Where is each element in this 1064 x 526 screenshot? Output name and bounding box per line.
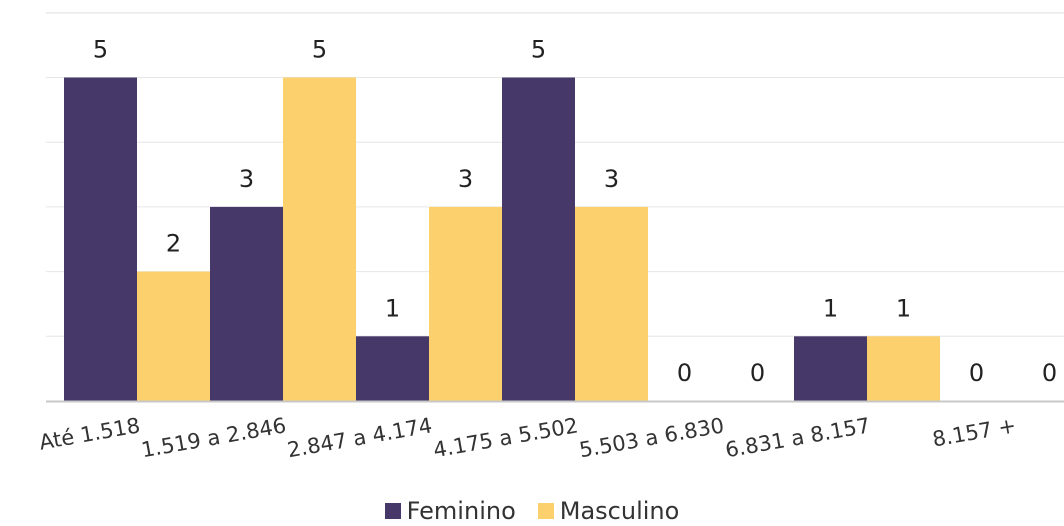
legend-swatch-feminino — [384, 503, 401, 519]
data-label-feminino: 1 — [823, 294, 838, 322]
bar-masculino — [137, 271, 210, 401]
data-label-masculino: 2 — [166, 230, 181, 258]
data-label-masculino: 3 — [458, 165, 473, 193]
data-label-feminino: 5 — [531, 36, 546, 64]
data-label-feminino: 0 — [677, 359, 692, 387]
data-label-masculino: 3 — [604, 165, 619, 193]
bar-masculino — [867, 336, 940, 401]
legend: Feminino Masculino — [0, 496, 1064, 526]
data-label-feminino: 0 — [969, 359, 984, 387]
bar-masculino — [429, 206, 502, 401]
data-label-feminino: 5 — [93, 36, 108, 64]
legend-item-feminino: Feminino — [384, 497, 516, 525]
bar-masculino — [575, 206, 648, 401]
data-label-masculino: 1 — [896, 294, 911, 322]
bar-feminino — [356, 336, 429, 401]
data-label-feminino: 1 — [385, 294, 400, 322]
data-label-masculino: 0 — [1042, 359, 1057, 387]
bar-masculino — [283, 77, 356, 401]
data-label-masculino: 5 — [312, 36, 327, 64]
legend-label-masculino: Masculino — [559, 497, 680, 525]
x-tick-label: 5.503 a 6.830 — [577, 413, 725, 462]
bar-feminino — [64, 77, 137, 401]
legend-label-feminino: Feminino — [406, 497, 516, 525]
x-tick-label: 8.157 + — [931, 413, 1018, 451]
x-tick-label: 2.847 a 4.174 — [285, 413, 433, 462]
value-labels: 5 2 3 5 1 3 5 3 0 0 1 1 0 0 — [93, 36, 1057, 388]
bars — [64, 77, 940, 401]
x-tick-label: Até 1.518 — [37, 413, 142, 454]
bar-feminino — [210, 206, 283, 401]
x-tick-label: 6.831 a 8.157 — [723, 413, 871, 462]
x-tick-label: 1.519 a 2.846 — [139, 413, 287, 462]
data-label-feminino: 3 — [239, 165, 254, 193]
bar-feminino — [794, 336, 867, 401]
bar-feminino — [502, 77, 575, 401]
legend-item-masculino: Masculino — [537, 497, 680, 525]
data-label-masculino: 0 — [750, 359, 765, 387]
legend-swatch-masculino — [537, 503, 554, 519]
x-tick-label: 4.175 a 5.502 — [431, 413, 579, 462]
